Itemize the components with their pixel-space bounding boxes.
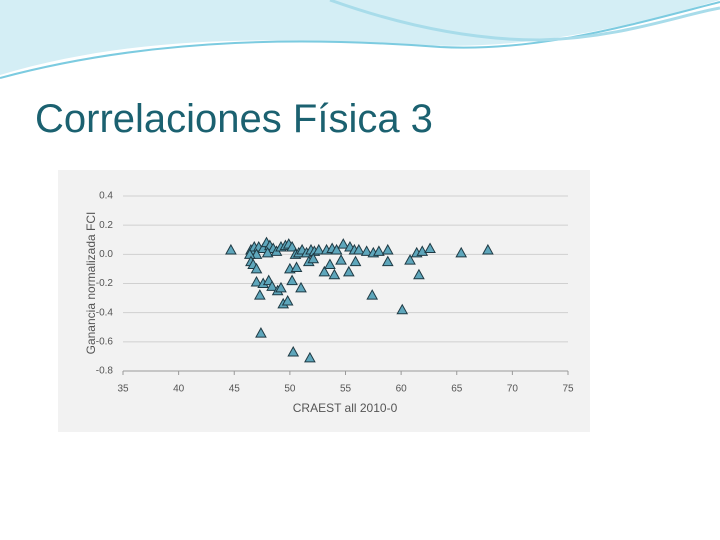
- point: [455, 246, 468, 258]
- x-tick-label: 35: [117, 384, 129, 395]
- x-tick-label: 55: [340, 384, 352, 395]
- point: [250, 262, 263, 274]
- point: [312, 243, 325, 255]
- point: [396, 303, 409, 315]
- point: [353, 243, 365, 255]
- point: [373, 245, 385, 256]
- point: [328, 268, 341, 280]
- y-tick-label: -0.6: [96, 336, 114, 347]
- chart-background: [58, 170, 590, 432]
- point: [250, 276, 263, 287]
- x-axis-label: CRAEST all 2010-0: [293, 401, 398, 415]
- point: [330, 243, 343, 255]
- point: [261, 246, 274, 258]
- swoosh-line: [0, 1, 720, 79]
- y-axis-label: Ganancia normalizada FCI: [84, 212, 98, 355]
- x-tick-label: 70: [507, 384, 519, 395]
- point: [335, 254, 347, 265]
- point: [295, 281, 307, 293]
- y-tick-label: -0.8: [96, 366, 114, 377]
- point: [424, 242, 436, 253]
- point: [324, 258, 336, 270]
- point: [275, 281, 287, 293]
- point: [482, 243, 494, 255]
- point: [366, 289, 379, 300]
- x-tick-label: 40: [173, 384, 185, 395]
- point: [413, 268, 425, 280]
- x-tick-label: 75: [562, 384, 574, 395]
- point: [287, 346, 300, 357]
- point: [281, 294, 294, 306]
- point: [360, 245, 373, 256]
- point: [404, 254, 416, 265]
- point: [253, 289, 266, 300]
- swoosh-line: [329, 0, 720, 42]
- point: [337, 238, 350, 249]
- x-tick-label: 60: [396, 384, 408, 395]
- x-tick-label: 45: [229, 384, 241, 395]
- point: [225, 243, 237, 255]
- point: [286, 274, 298, 286]
- y-tick-label: -0.4: [96, 307, 114, 318]
- y-tick-label: -0.2: [96, 278, 114, 289]
- y-tick-label: 0.4: [99, 191, 113, 202]
- point: [290, 261, 303, 272]
- point: [342, 265, 355, 277]
- point: [416, 245, 429, 256]
- point: [349, 255, 362, 267]
- x-tick-label: 65: [451, 384, 463, 395]
- point: [381, 255, 394, 267]
- swoosh: [0, 0, 720, 75]
- point: [307, 252, 320, 264]
- point: [381, 243, 394, 255]
- point: [286, 241, 298, 252]
- point: [266, 280, 278, 291]
- y-tick-label: 0.2: [99, 220, 113, 231]
- y-tick-label: 0.0: [99, 249, 113, 260]
- point: [318, 265, 331, 277]
- x-tick-label: 50: [284, 384, 296, 395]
- slide-title: Correlaciones Física 3: [35, 97, 433, 141]
- point: [255, 327, 267, 338]
- point: [304, 351, 316, 363]
- decoration: [0, 0, 720, 79]
